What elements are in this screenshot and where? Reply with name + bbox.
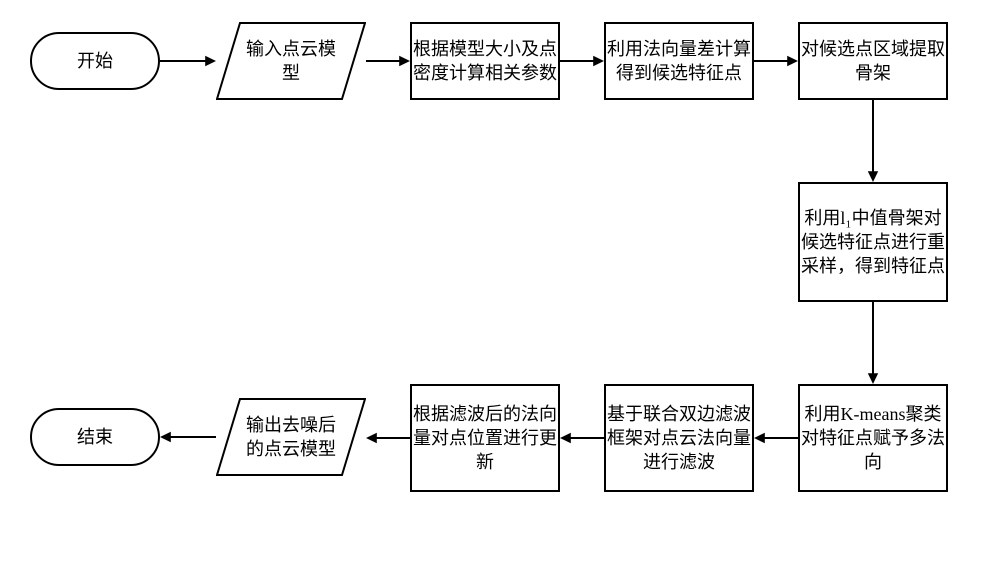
- node-start: 开始: [30, 32, 160, 90]
- node-n4: 利用l₁中值骨架对候选特征点进行重采样，得到特征点: [798, 182, 948, 302]
- node-n1: 根据模型大小及点密度计算相关参数: [410, 22, 560, 100]
- edge-arrow: [742, 49, 810, 73]
- node-n5: 利用K-means聚类对特征点赋予多法向: [798, 384, 948, 492]
- node-n2: 利用法向量差计算得到候选特征点: [604, 22, 754, 100]
- edge-arrow: [861, 290, 885, 396]
- edge-arrow: [548, 49, 616, 73]
- edge-arrow: [354, 49, 422, 73]
- edge-arrow: [548, 426, 616, 450]
- node-input: 输入点云模型: [216, 22, 366, 100]
- node-n6: 基于联合双边滤波框架对点云法向量进行滤波: [604, 384, 754, 492]
- edge-arrow: [354, 426, 422, 450]
- node-end: 结束: [30, 408, 160, 466]
- edge-arrow: [861, 88, 885, 194]
- edge-arrow: [148, 425, 228, 449]
- node-output: 输出去噪后的点云模型: [216, 398, 366, 476]
- edge-arrow: [148, 49, 228, 73]
- node-n7: 根据滤波后的法向量对点位置进行更新: [410, 384, 560, 492]
- edge-arrow: [742, 426, 810, 450]
